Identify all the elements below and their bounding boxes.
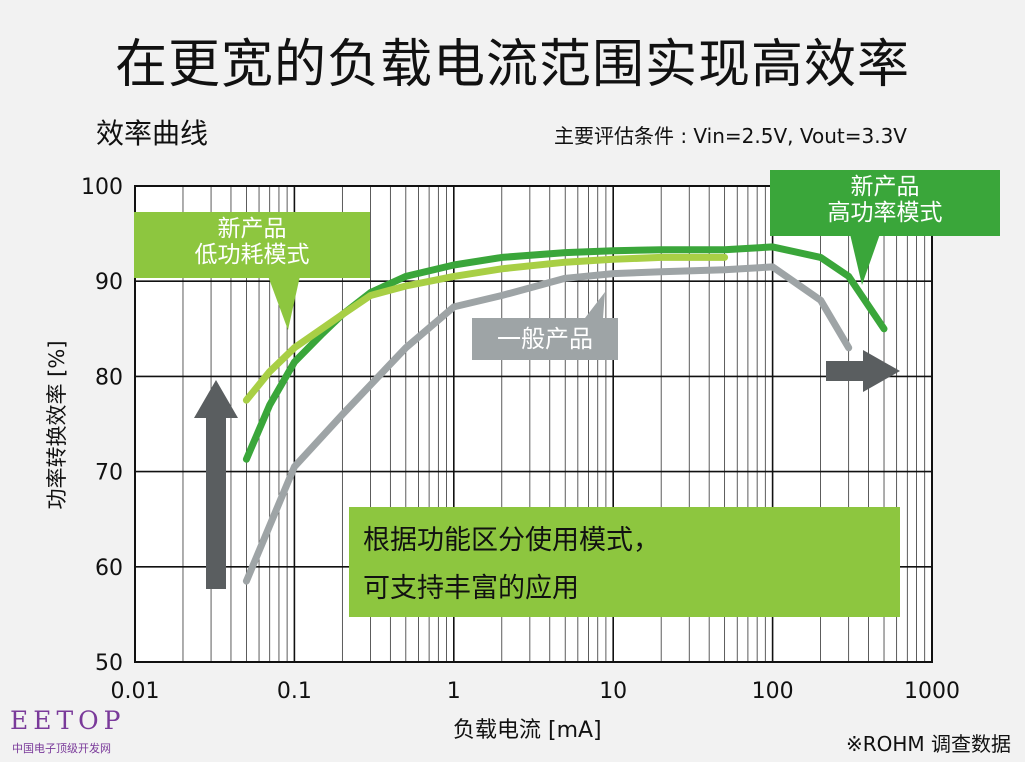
right-arrow-icon [826,350,900,392]
y-tick-label: 90 [95,270,123,295]
callout-low-power-mode: 新产品 低功耗模式 [134,212,370,278]
y-tick-label: 50 [95,651,123,676]
eetop-logo-tagline: 中国电子顶级开发网 [12,742,111,755]
callout-general-product: 一般产品 [472,318,618,360]
chart-subtitle: 效率曲线 [96,117,209,150]
y-tick-label: 60 [95,556,123,581]
y-axis-label: 功率转换效率 [%] [45,340,69,510]
series-line-general [242,263,853,585]
series-line-high_power [242,243,888,463]
callout-high-power-line1: 新产品 [850,174,920,200]
series-line-low_power [242,253,729,404]
callout-high-power-pointer [850,234,880,285]
plot-border [134,185,933,663]
callout-low-power-line1: 新产品 [217,216,287,242]
feature-note-line1: 根据功能区分使用模式， [363,525,660,556]
x-tick-label: 100 [752,679,794,704]
y-tick-label: 70 [95,461,123,486]
x-tick-label: 10 [599,679,627,704]
evaluation-conditions: 主要评估条件 : Vin=2.5V, Vout=3.3V [553,124,907,148]
x-tick-label: 1000 [904,679,960,704]
feature-note: 根据功能区分使用模式， 可支持丰富的应用 [349,507,900,617]
x-tick-label: 0.01 [111,679,160,704]
feature-note-line2: 可支持丰富的应用 [363,573,579,604]
data-source-note: ※ROHM 调查数据 [845,732,1011,756]
x-tick-label: 0.1 [277,679,312,704]
callout-low-power-line2: 低功耗模式 [194,242,310,269]
x-tick-label: 1 [447,679,461,704]
callout-high-power-line2: 高功率模式 [827,200,943,227]
eetop-logo: EETOP [10,706,126,735]
callout-high-power-mode: 新产品 高功率模式 [770,170,1000,236]
y-tick-label: 100 [81,175,123,200]
up-arrow-icon [194,380,238,589]
x-axis-label: 负载电流 [mA] [453,718,602,743]
y-tick-label: 80 [95,365,123,390]
callout-low-power-pointer [268,276,300,330]
callout-general-pointer [585,292,605,318]
page-title: 在更宽的负载电流范围实现高效率 [114,35,910,95]
